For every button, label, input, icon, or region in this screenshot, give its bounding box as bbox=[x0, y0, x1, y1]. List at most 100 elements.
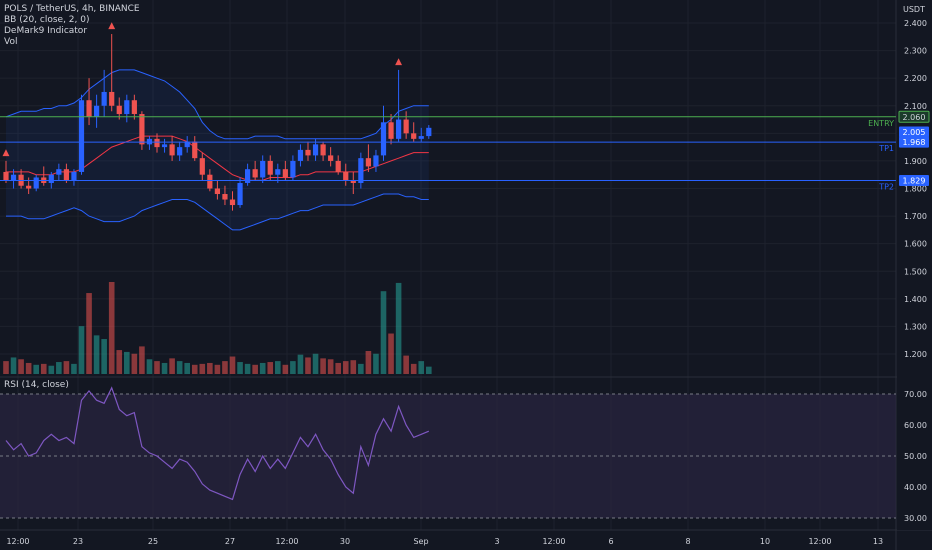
candle-body bbox=[312, 144, 319, 156]
candle-body bbox=[26, 185, 32, 189]
candle-body bbox=[388, 122, 394, 139]
volume-bar bbox=[305, 357, 311, 374]
time-tick-label: 12:00 bbox=[542, 537, 565, 546]
volume-bar bbox=[380, 291, 387, 374]
volume-bar bbox=[10, 357, 17, 374]
volume-bar bbox=[395, 282, 402, 374]
volume-indicator-label[interactable]: Vol bbox=[4, 37, 18, 47]
candle-body bbox=[380, 122, 387, 156]
candle-body bbox=[245, 169, 251, 183]
price-tick-label: 1.400 bbox=[904, 295, 927, 304]
rsi-tick-label: 50.00 bbox=[904, 452, 927, 461]
rsi-legend[interactable]: RSI (14, close) bbox=[4, 380, 69, 390]
rsi-tick-label: 40.00 bbox=[904, 483, 927, 492]
volume-bar bbox=[124, 351, 130, 374]
volume-bar bbox=[327, 359, 334, 374]
volume-bar bbox=[290, 361, 296, 374]
candle-body bbox=[320, 144, 326, 156]
candle-body bbox=[169, 144, 175, 156]
price-tick-label: 1.600 bbox=[904, 240, 927, 249]
tp2-price-tag-text: 1.829 bbox=[903, 177, 926, 186]
candle-body bbox=[161, 144, 168, 148]
price-tick-label: 2.100 bbox=[904, 102, 927, 111]
rsi-tick-label: 70.00 bbox=[904, 390, 927, 399]
volume-bar bbox=[18, 359, 24, 374]
volume-bar bbox=[222, 361, 228, 374]
volume-bar bbox=[259, 362, 266, 374]
candle-body bbox=[94, 105, 100, 117]
time-tick-label: 12:00 bbox=[808, 537, 831, 546]
volume-bar bbox=[25, 362, 32, 374]
entry-price-tag-text: 2.060 bbox=[903, 113, 926, 122]
candle-body bbox=[365, 158, 371, 167]
tp2-price-tag bbox=[899, 175, 929, 187]
price-tick-label: 1.200 bbox=[904, 350, 927, 359]
bb-upper-line bbox=[5, 69, 429, 140]
candle-body bbox=[418, 136, 424, 139]
time-tick-label: 6 bbox=[608, 537, 613, 546]
current-price-tag bbox=[899, 126, 929, 138]
demark-indicator-label[interactable]: DeMark9 Indicator bbox=[4, 26, 88, 36]
bb-fill bbox=[6, 69, 429, 230]
tp1-label: TP1 bbox=[878, 144, 894, 153]
volume-bar bbox=[252, 364, 258, 374]
demark-sell-marker: ▲ bbox=[3, 148, 10, 158]
candle-body bbox=[214, 188, 220, 195]
volume-bar bbox=[116, 350, 123, 374]
candle-body bbox=[124, 100, 130, 115]
candle-body bbox=[328, 155, 334, 161]
volume-bar bbox=[403, 355, 409, 374]
time-tick-label: 23 bbox=[73, 537, 83, 546]
volume-bar bbox=[335, 362, 341, 374]
candle-body bbox=[252, 169, 258, 178]
level-lines: ENTRY TP1 TP2 bbox=[0, 116, 896, 192]
price-axis-bg bbox=[897, 0, 932, 530]
volume-bar bbox=[342, 361, 349, 374]
price-tick-label: 1.500 bbox=[904, 267, 927, 276]
volume-bar bbox=[297, 354, 304, 374]
demark-markers: ▲ ▲ ▲ bbox=[3, 21, 403, 158]
candle-body bbox=[116, 105, 122, 115]
time-tick-label: 8 bbox=[685, 537, 690, 546]
candle-body bbox=[86, 100, 92, 117]
volume-bar bbox=[48, 365, 55, 374]
demark-sell-marker: ▲ bbox=[108, 21, 115, 31]
candle-body bbox=[199, 158, 205, 175]
volume-bar bbox=[275, 361, 281, 374]
time-tick-label: 25 bbox=[148, 537, 158, 546]
candle-body bbox=[343, 171, 349, 181]
volume-bar bbox=[350, 360, 357, 374]
candle-body bbox=[109, 91, 115, 106]
volume-bar bbox=[320, 358, 326, 374]
volume-bar bbox=[282, 364, 289, 374]
bb-lower-line bbox=[6, 193, 429, 231]
candle-body bbox=[48, 174, 54, 183]
candle-body bbox=[229, 199, 236, 206]
candle-body bbox=[426, 127, 432, 137]
volume-bar bbox=[146, 359, 153, 374]
candle-body bbox=[237, 182, 243, 206]
candle-body bbox=[403, 119, 409, 134]
candle-body bbox=[192, 141, 198, 159]
volume-bar bbox=[56, 362, 62, 374]
volume-bar bbox=[71, 363, 77, 374]
candle-body bbox=[3, 171, 9, 181]
price-axis: USDT2.4002.3002.2002.1002.0001.9001.8001… bbox=[897, 0, 932, 530]
candle-body bbox=[131, 100, 137, 115]
price-tick-label: 2.200 bbox=[904, 74, 927, 83]
volume-bar bbox=[161, 362, 168, 374]
volume-bar bbox=[191, 364, 198, 374]
entry-price-tag bbox=[898, 110, 930, 123]
bb-indicator-label[interactable]: BB (20, close, 2, 0) bbox=[4, 15, 90, 25]
candle-body bbox=[411, 133, 417, 139]
candle-body bbox=[350, 180, 356, 183]
volume-bar bbox=[176, 361, 183, 374]
symbol-title[interactable]: POLS / TetherUS, 4h, BINANCE bbox=[4, 4, 140, 14]
volume-bar bbox=[139, 346, 145, 374]
volume-bar bbox=[3, 361, 9, 374]
candle-body bbox=[260, 160, 266, 178]
demark-sell-marker: ▲ bbox=[395, 57, 402, 67]
candle-body bbox=[101, 91, 107, 106]
volume-bar bbox=[214, 364, 221, 374]
